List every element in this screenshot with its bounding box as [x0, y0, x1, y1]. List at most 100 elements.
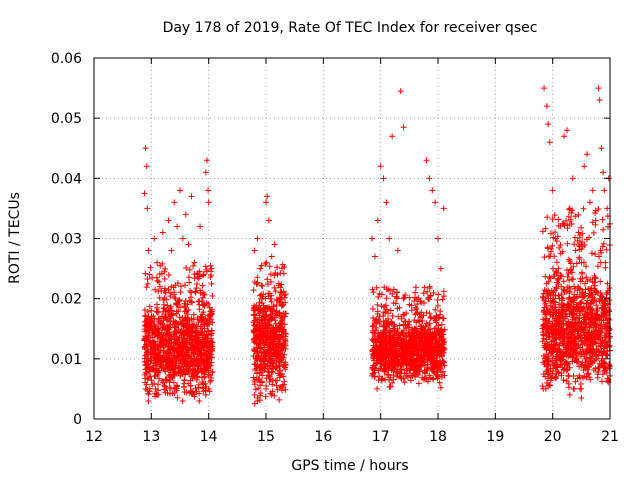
- data-point: [564, 225, 571, 232]
- data-point: [412, 289, 419, 296]
- data-point: [200, 272, 207, 279]
- data-point: [567, 296, 574, 303]
- data-point: [262, 260, 269, 267]
- data-point: [209, 292, 216, 299]
- data-point: [440, 205, 447, 212]
- data-point: [147, 356, 154, 363]
- data-point: [393, 341, 400, 348]
- data-point: [557, 271, 564, 278]
- data-point: [206, 343, 213, 350]
- data-point: [420, 376, 427, 383]
- data-point: [415, 371, 422, 378]
- data-point: [411, 297, 418, 304]
- data-point: [569, 175, 576, 182]
- data-point: [173, 382, 180, 389]
- data-point: [599, 302, 606, 309]
- data-point: [267, 307, 274, 314]
- data-point: [252, 354, 259, 361]
- data-point: [574, 375, 581, 382]
- data-point: [561, 360, 568, 367]
- data-point: [606, 297, 613, 304]
- data-point: [592, 207, 599, 214]
- data-point: [259, 336, 266, 343]
- data-point: [168, 359, 175, 366]
- data-point: [570, 372, 577, 379]
- data-point: [371, 253, 378, 260]
- data-point: [254, 348, 261, 355]
- data-point: [557, 222, 564, 229]
- data-point: [198, 350, 205, 357]
- data-point: [560, 376, 567, 383]
- data-point: [381, 284, 388, 291]
- data-point: [162, 389, 169, 396]
- data-point: [173, 354, 180, 361]
- data-point: [264, 322, 271, 329]
- data-point: [251, 278, 258, 285]
- data-point: [430, 367, 437, 374]
- data-point: [580, 205, 587, 212]
- data-point: [598, 321, 605, 328]
- data-point: [167, 365, 174, 372]
- data-point: [399, 329, 406, 336]
- data-point: [546, 308, 553, 315]
- data-point: [266, 290, 273, 297]
- data-point: [386, 338, 393, 345]
- data-point: [402, 333, 409, 340]
- data-point: [546, 289, 553, 296]
- data-point: [553, 285, 560, 292]
- data-point: [555, 345, 562, 352]
- data-point: [150, 365, 157, 372]
- data-point: [141, 312, 148, 319]
- data-point: [601, 367, 608, 374]
- data-point: [206, 304, 213, 311]
- data-point: [434, 302, 441, 309]
- data-point: [152, 286, 159, 293]
- data-point: [258, 379, 265, 386]
- x-tick-label: 20: [544, 429, 562, 445]
- data-point: [202, 391, 209, 398]
- data-point: [167, 346, 174, 353]
- data-point: [166, 324, 173, 331]
- data-point: [576, 286, 583, 293]
- data-point: [177, 289, 184, 296]
- data-point: [161, 386, 168, 393]
- data-point: [542, 343, 549, 350]
- data-point: [586, 234, 593, 241]
- data-point: [401, 311, 408, 318]
- data-point: [386, 347, 393, 354]
- data-point: [437, 265, 444, 272]
- data-point: [382, 364, 389, 371]
- data-point: [205, 312, 212, 319]
- data-point: [195, 319, 202, 326]
- data-point: [155, 278, 162, 285]
- data-point: [547, 253, 554, 260]
- data-point: [175, 342, 182, 349]
- data-point: [171, 294, 178, 301]
- data-point: [605, 330, 612, 337]
- data-point: [265, 347, 272, 354]
- data-point: [581, 329, 588, 336]
- data-point: [163, 337, 170, 344]
- data-point: [575, 229, 582, 236]
- data-point: [184, 301, 191, 308]
- data-point: [275, 325, 282, 332]
- data-point: [177, 283, 184, 290]
- data-point: [152, 385, 159, 392]
- data-point: [545, 325, 552, 332]
- data-point: [192, 385, 199, 392]
- data-point: [271, 337, 278, 344]
- data-point: [386, 329, 393, 336]
- data-point: [161, 354, 168, 361]
- data-point: [376, 356, 383, 363]
- data-point: [400, 295, 407, 302]
- data-point: [435, 373, 441, 380]
- data-point: [167, 321, 174, 328]
- data-point: [174, 394, 181, 401]
- data-point: [553, 339, 560, 346]
- data-point: [571, 385, 578, 392]
- data-point: [600, 240, 607, 247]
- data-point: [184, 332, 191, 339]
- data-point: [194, 373, 201, 380]
- data-point: [193, 280, 200, 287]
